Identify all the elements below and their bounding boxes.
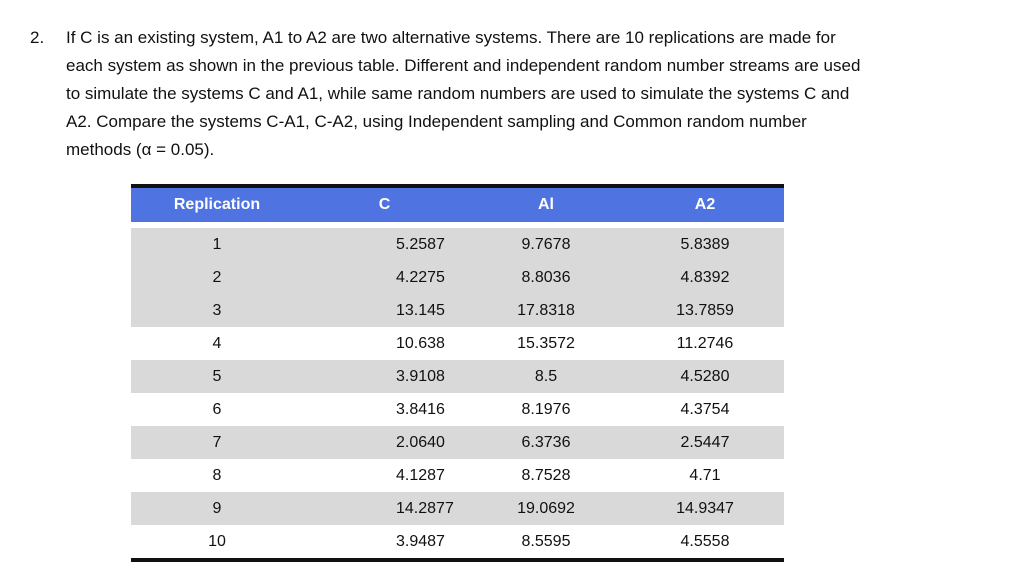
cell-c: 3.9108 bbox=[303, 360, 466, 393]
table-row: 9 14.2877 19.0692 14.9347 bbox=[131, 492, 784, 525]
cell-replication: 6 bbox=[131, 393, 303, 426]
cell-a1: 9.7678 bbox=[466, 228, 626, 261]
cell-replication: 3 bbox=[131, 294, 303, 327]
cell-c: 2.0640 bbox=[303, 426, 466, 459]
cell-a1: 8.7528 bbox=[466, 459, 626, 492]
cell-a2: 13.7859 bbox=[626, 294, 784, 327]
replication-table: Replication C Al A2 1 5.2587 9.7678 5.83… bbox=[131, 184, 784, 562]
question-line: each system as shown in the previous tab… bbox=[66, 56, 861, 75]
cell-replication: 5 bbox=[131, 360, 303, 393]
table-row: 2 4.2275 8.8036 4.8392 bbox=[131, 261, 784, 294]
cell-a2: 11.2746 bbox=[626, 327, 784, 360]
cell-a2: 5.8389 bbox=[626, 228, 784, 261]
question-text: If C is an existing system, A1 to A2 are… bbox=[66, 24, 966, 164]
cell-a1: 15.3572 bbox=[466, 327, 626, 360]
cell-c: 3.9487 bbox=[303, 525, 466, 558]
cell-a1: 8.1976 bbox=[466, 393, 626, 426]
cell-c: 10.638 bbox=[303, 327, 466, 360]
cell-c: 5.2587 bbox=[303, 228, 466, 261]
cell-a2: 4.8392 bbox=[626, 261, 784, 294]
cell-c: 13.145 bbox=[303, 294, 466, 327]
question-line: If C is an existing system, A1 to A2 are… bbox=[66, 28, 836, 47]
cell-replication: 4 bbox=[131, 327, 303, 360]
table-top-rule bbox=[131, 184, 784, 188]
cell-a2: 2.5447 bbox=[626, 426, 784, 459]
cell-c: 4.2275 bbox=[303, 261, 466, 294]
cell-a1: 8.5595 bbox=[466, 525, 626, 558]
cell-a2: 4.5558 bbox=[626, 525, 784, 558]
table-row: 5 3.9108 8.5 4.5280 bbox=[131, 360, 784, 393]
cell-c: 3.8416 bbox=[303, 393, 466, 426]
table-row: 8 4.1287 8.7528 4.71 bbox=[131, 459, 784, 492]
header-replication: Replication bbox=[131, 188, 303, 222]
cell-replication: 8 bbox=[131, 459, 303, 492]
table-row: 3 13.145 17.8318 13.7859 bbox=[131, 294, 784, 327]
question-number: 2. bbox=[30, 28, 45, 47]
table-row: 6 3.8416 8.1976 4.3754 bbox=[131, 393, 784, 426]
cell-a1: 8.8036 bbox=[466, 261, 626, 294]
data-table: Replication C Al A2 1 5.2587 9.7678 5.83… bbox=[131, 188, 784, 558]
cell-replication: 10 bbox=[131, 525, 303, 558]
cell-a2: 4.71 bbox=[626, 459, 784, 492]
cell-replication: 9 bbox=[131, 492, 303, 525]
header-a2: A2 bbox=[626, 188, 784, 222]
header-a1: Al bbox=[466, 188, 626, 222]
cell-a2: 4.3754 bbox=[626, 393, 784, 426]
cell-a1: 17.8318 bbox=[466, 294, 626, 327]
table-row: 4 10.638 15.3572 11.2746 bbox=[131, 327, 784, 360]
cell-replication: 7 bbox=[131, 426, 303, 459]
question-line: methods (α = 0.05). bbox=[66, 140, 215, 159]
table-row: 1 5.2587 9.7678 5.8389 bbox=[131, 228, 784, 261]
question-line: to simulate the systems C and A1, while … bbox=[66, 84, 850, 103]
table-row: 7 2.0640 6.3736 2.5447 bbox=[131, 426, 784, 459]
question-line: A2. Compare the systems C-A1, C-A2, usin… bbox=[66, 112, 807, 131]
cell-a1: 8.5 bbox=[466, 360, 626, 393]
cell-a2: 4.5280 bbox=[626, 360, 784, 393]
cell-replication: 1 bbox=[131, 228, 303, 261]
cell-a1: 19.0692 bbox=[466, 492, 626, 525]
cell-a2: 14.9347 bbox=[626, 492, 784, 525]
table-bottom-rule bbox=[131, 558, 784, 562]
header-c: C bbox=[303, 188, 466, 222]
cell-c: 4.1287 bbox=[303, 459, 466, 492]
cell-c: 14.2877 bbox=[303, 492, 466, 525]
table-row: 10 3.9487 8.5595 4.5558 bbox=[131, 525, 784, 558]
cell-replication: 2 bbox=[131, 261, 303, 294]
table-header-row: Replication C Al A2 bbox=[131, 188, 784, 222]
cell-a1: 6.3736 bbox=[466, 426, 626, 459]
